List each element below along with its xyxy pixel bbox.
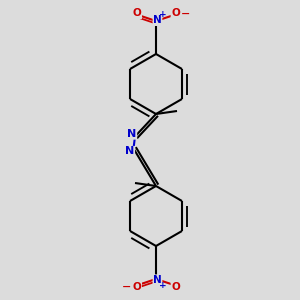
Text: O: O — [171, 281, 180, 292]
Text: +: + — [159, 281, 167, 290]
Text: −: − — [122, 281, 131, 292]
Text: O: O — [133, 8, 142, 19]
Text: N: N — [125, 146, 134, 157]
Text: +: + — [159, 10, 167, 19]
Text: O: O — [133, 281, 142, 292]
Text: −: − — [181, 8, 190, 19]
Text: N: N — [153, 275, 162, 285]
Text: N: N — [128, 129, 136, 139]
Text: N: N — [153, 15, 162, 25]
Text: O: O — [171, 8, 180, 19]
